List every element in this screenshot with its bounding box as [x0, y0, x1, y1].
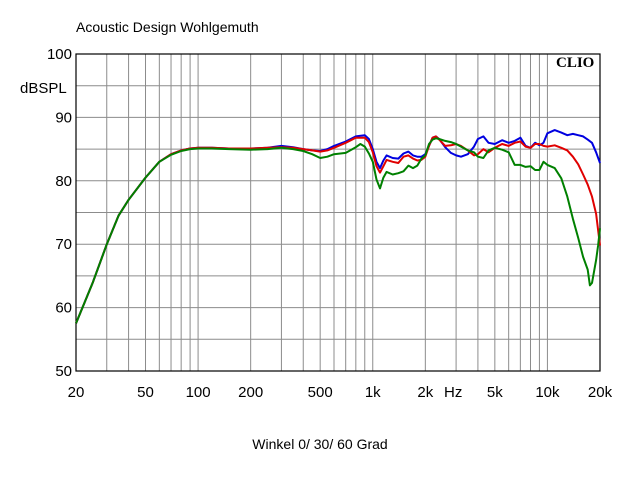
x-tick-label: 200: [238, 384, 263, 401]
plot-frame: [75, 53, 601, 372]
y-tick-label: 60: [55, 300, 72, 317]
series-line-3: [75, 137, 601, 324]
x-tick-label: 5k: [487, 384, 503, 401]
x-tick-label: 50: [137, 384, 154, 401]
x-unit-label: Hz: [444, 384, 462, 401]
grid: [76, 54, 600, 371]
x-tick-label: 500: [308, 384, 333, 401]
y-tick-label: 100: [47, 46, 72, 63]
x-tick-label: 20k: [588, 384, 613, 401]
x-tick-label: 10k: [535, 384, 560, 401]
x-tick-label: 20: [68, 384, 85, 401]
chart-title: Acoustic Design Wohlgemuth: [76, 19, 259, 35]
y-tick-labels: 50 60 70 80 90 100: [47, 46, 72, 380]
x-tick-labels: 20 50 100 200 500 1k 2k 5k 10k 20k: [68, 384, 613, 401]
chart-subtitle: Winkel 0/ 30/ 60 Grad: [252, 436, 387, 452]
y-tick-label: 90: [55, 109, 72, 126]
y-tick-label: 50: [55, 363, 72, 380]
y-tick-label: 80: [55, 173, 72, 190]
y-axis-label: dBSPL: [20, 80, 67, 97]
x-tick-label: 1k: [365, 384, 381, 401]
clio-logo: CLIO: [556, 55, 594, 71]
x-tick-label: 100: [186, 384, 211, 401]
series-group: [75, 129, 601, 324]
x-tick-label: 2k: [417, 384, 433, 401]
series-line-1: [75, 129, 601, 324]
y-tick-label: 70: [55, 236, 72, 253]
